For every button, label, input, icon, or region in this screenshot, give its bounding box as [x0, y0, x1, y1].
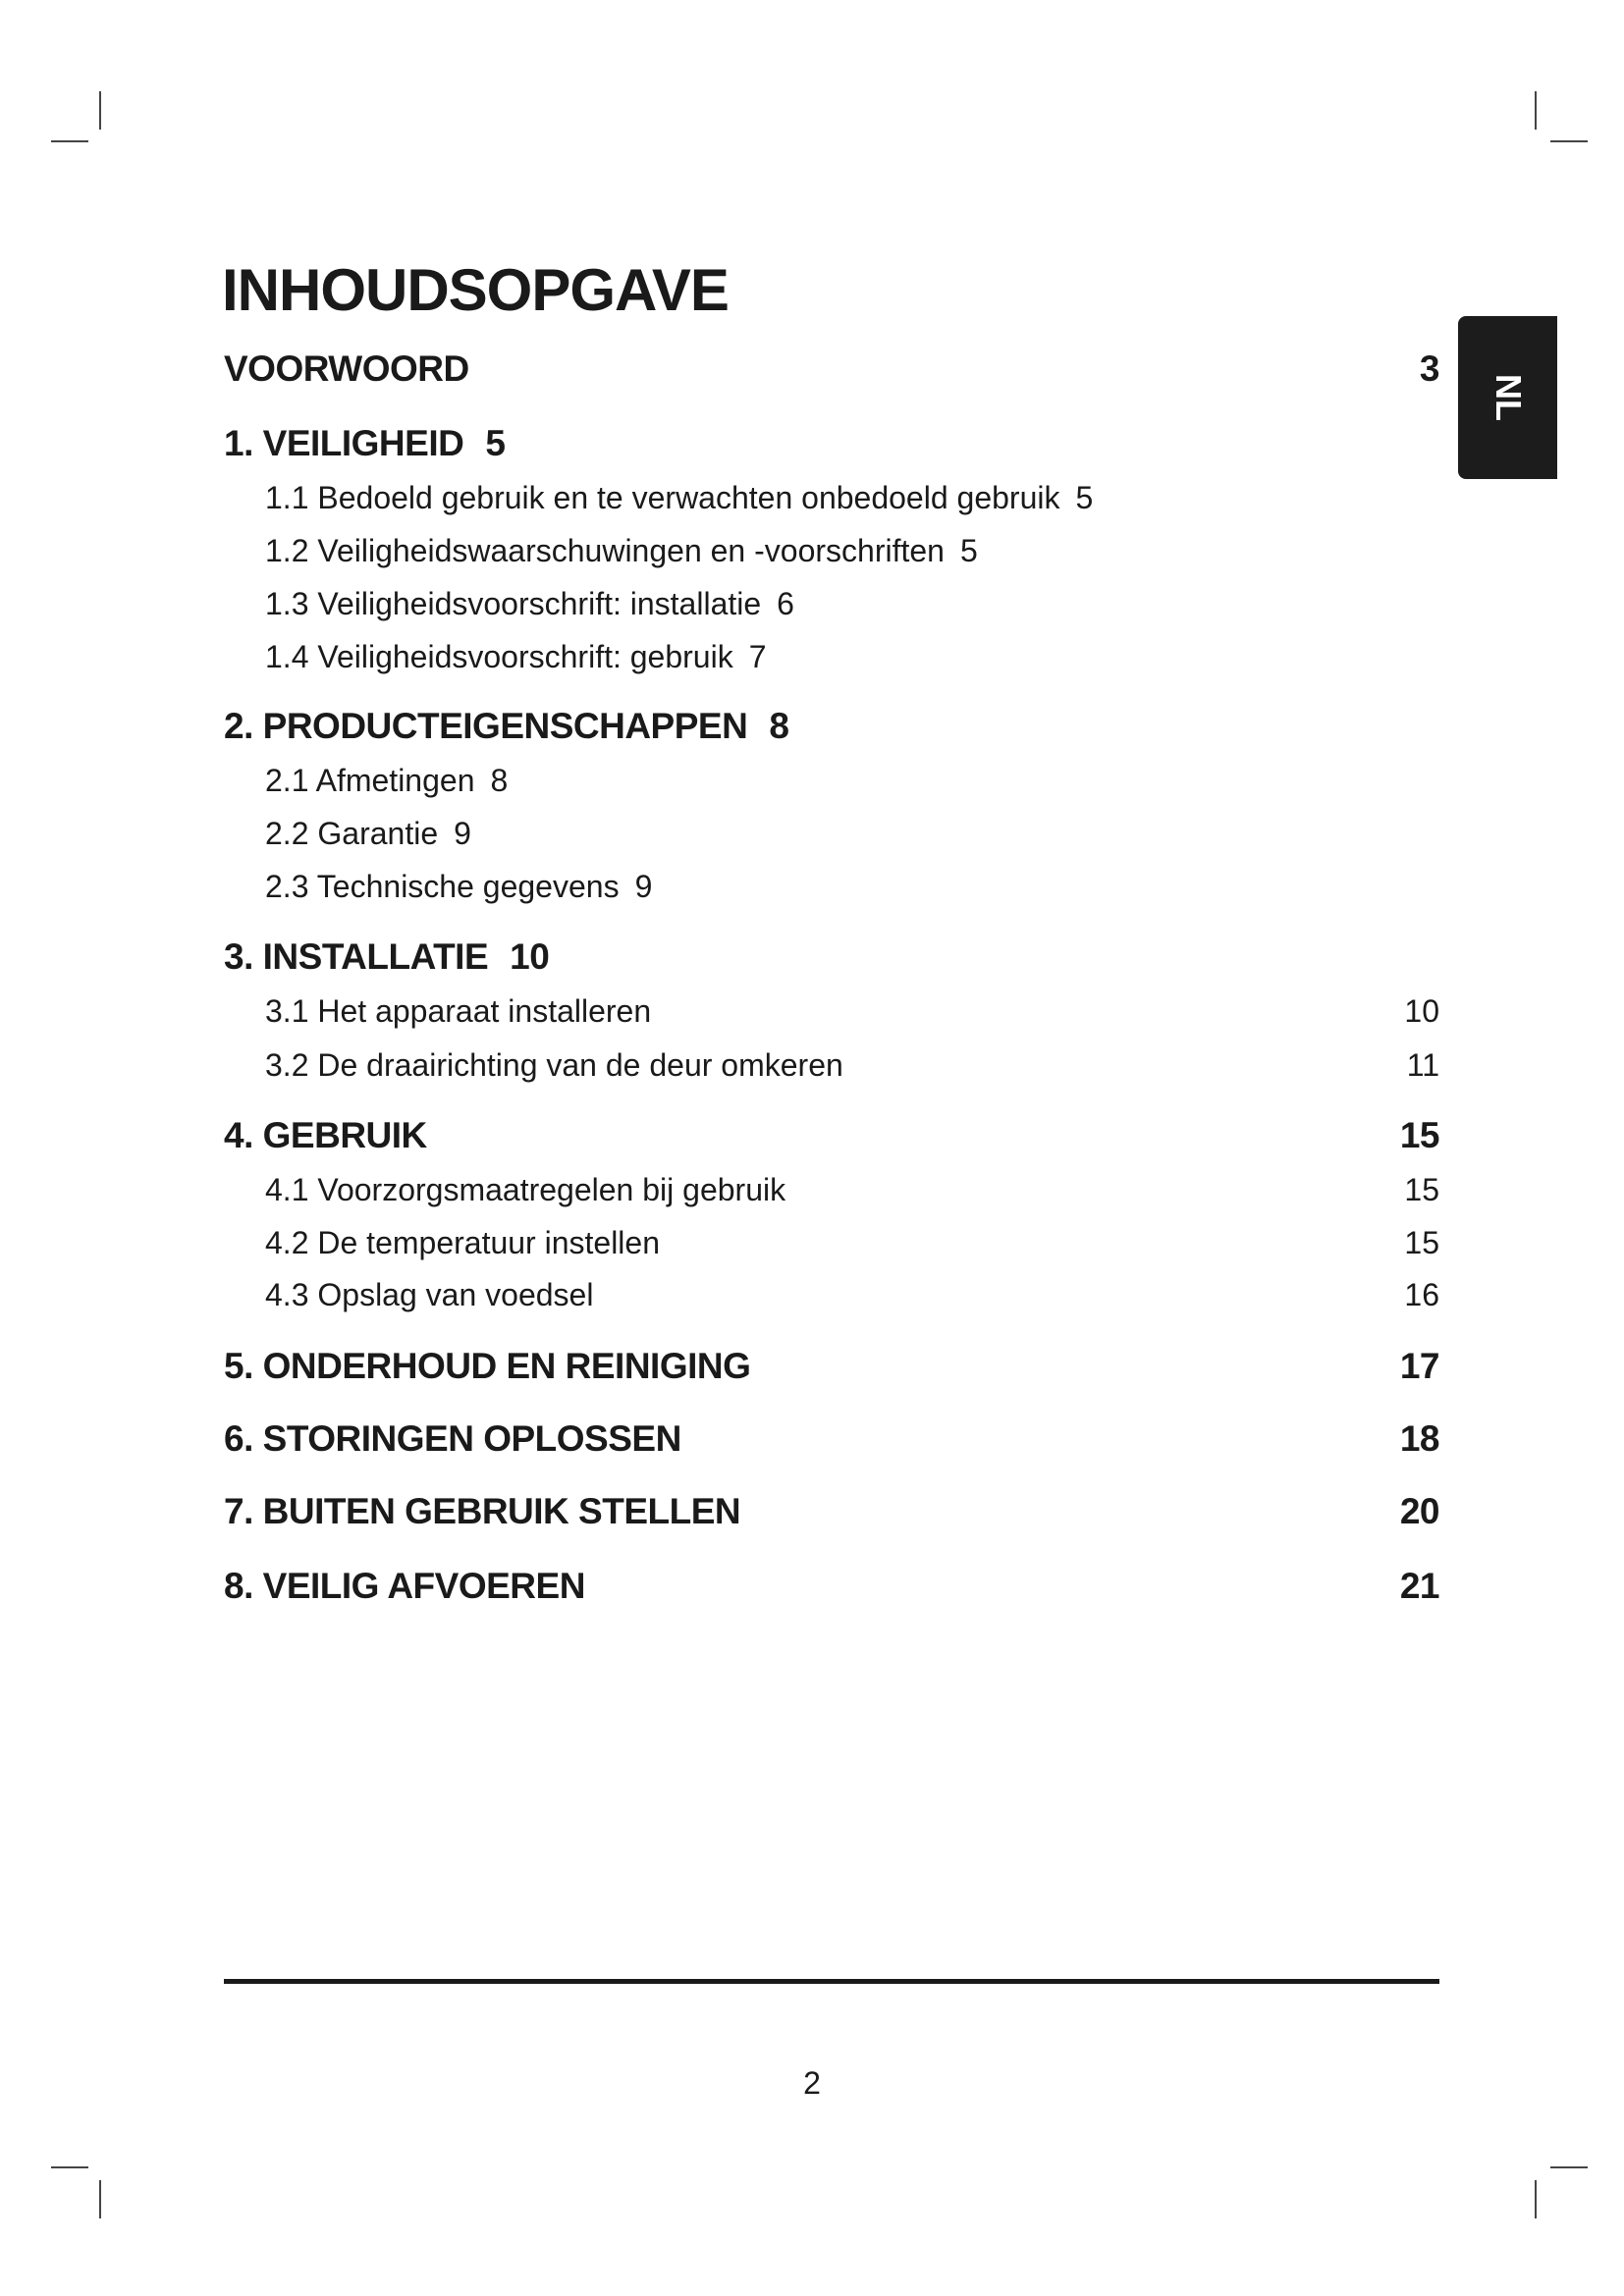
toc-entry-label: 1.1 Bedoeld gebruik en te verwachten onb… — [265, 480, 1060, 515]
toc-entry-page: 15 — [1404, 1225, 1439, 1260]
toc-entry-label: 3. INSTALLATIE — [224, 936, 489, 977]
page-number: 2 — [803, 2065, 821, 2101]
toc-entry-label: 3.2 De draairichting van de deur omkeren — [265, 1047, 843, 1083]
crop-mark — [99, 91, 101, 130]
toc-entry[interactable]: 4.3 Opslag van voedsel 16 — [265, 1270, 1439, 1319]
toc-entry-label: 2. PRODUCTEIGENSCHAPPEN — [224, 706, 748, 746]
toc-entry-page: 3 — [1419, 348, 1440, 389]
toc-entry-page: 16 — [1404, 1277, 1439, 1312]
crop-mark — [1550, 140, 1588, 142]
toc-entry-label: VOORWOORD — [224, 348, 469, 389]
toc-entry-label: 3.1 Het apparaat installeren — [265, 993, 652, 1029]
toc-entry-label: 8. VEILIG AFVOEREN — [224, 1566, 585, 1606]
crop-mark — [99, 2180, 101, 2218]
toc-entry[interactable]: 2.3 Technische gegevens 9 — [265, 862, 1439, 911]
toc-entry-label: 2.1 Afmetingen — [265, 763, 475, 798]
crop-mark — [51, 2166, 88, 2168]
crop-mark — [51, 140, 88, 142]
toc-entry-page: 21 — [1399, 1566, 1440, 1606]
toc-entry-page: 18 — [1399, 1418, 1440, 1459]
toc-entry[interactable]: 5. ONDERHOUD EN REINIGING 17 — [224, 1342, 1440, 1391]
toc-entry[interactable]: VOORWOORD 3 — [224, 345, 1440, 394]
toc-entry-page: 8 — [769, 706, 789, 746]
toc-entry-label: 4.3 Opslag van voedsel — [265, 1277, 594, 1312]
footer-rule — [224, 1979, 1439, 1984]
toc-entry[interactable]: 2.2 Garantie 9 — [265, 809, 1439, 858]
toc-entry-page: 10 — [1404, 993, 1439, 1029]
language-tab: NL — [1458, 316, 1557, 479]
toc-entry-page: 5 — [959, 533, 978, 568]
toc-entry-label: 5. ONDERHOUD EN REINIGING — [224, 1346, 751, 1386]
toc-entry-label: 6. STORINGEN OPLOSSEN — [224, 1418, 681, 1459]
toc-entry-label: 1. VEILIGHEID — [224, 423, 464, 463]
toc-entry-label: 1.3 Veiligheidsvoorschrift: installatie — [265, 586, 762, 621]
toc-entry-page: 20 — [1399, 1491, 1440, 1531]
crop-mark — [1535, 2180, 1537, 2218]
toc-entry[interactable]: 3. INSTALLATIE 10 — [224, 933, 1439, 982]
toc-entry[interactable]: 7. BUITEN GEBRUIK STELLEN 20 — [224, 1487, 1440, 1536]
toc-entry[interactable]: 3.2 De draairichting van de deur omkeren… — [265, 1041, 1439, 1090]
toc-entry-page: 11 — [1406, 1047, 1439, 1083]
toc-entry-page: 8 — [490, 763, 509, 798]
toc-entry-label: 7. BUITEN GEBRUIK STELLEN — [224, 1491, 741, 1531]
toc-entry-page: 15 — [1399, 1115, 1440, 1155]
toc-entry[interactable]: 2. PRODUCTEIGENSCHAPPEN 8 — [224, 702, 1439, 751]
toc-entry[interactable]: 4.1 Voorzorgsmaatregelen bij gebruik 15 — [265, 1165, 1439, 1214]
toc-entry[interactable]: 1.4 Veiligheidsvoorschrift: gebruik 7 — [265, 632, 1439, 681]
toc-entry-label: 2.2 Garantie — [265, 816, 439, 851]
language-tab-label: NL — [1488, 374, 1529, 421]
toc-entry-label: 4.1 Voorzorgsmaatregelen bij gebruik — [265, 1172, 786, 1207]
toc-entry-page: 9 — [634, 869, 653, 904]
toc-entry-label: 4. GEBRUIK — [224, 1115, 427, 1155]
toc-entry-page: 15 — [1404, 1172, 1439, 1207]
toc-entry-label: 1.2 Veiligheidswaarschuwingen en -voorsc… — [265, 533, 945, 568]
toc-entry-page: 17 — [1399, 1346, 1440, 1386]
toc-entry[interactable]: 1. VEILIGHEID 5 — [224, 419, 1439, 468]
toc-entry-label: 2.3 Technische gegevens — [265, 869, 620, 904]
toc-entry-page: 6 — [777, 586, 794, 621]
toc-entry-page: 9 — [454, 816, 471, 851]
toc-entry[interactable]: 6. STORINGEN OPLOSSEN 18 — [224, 1415, 1440, 1464]
toc-entry-page: 7 — [748, 639, 767, 674]
crop-mark — [1550, 2166, 1588, 2168]
toc-entry-page: 5 — [1075, 480, 1094, 515]
toc-entry[interactable]: 3.1 Het apparaat installeren 10 — [265, 987, 1439, 1036]
toc-entry[interactable]: 8. VEILIG AFVOEREN 21 — [224, 1562, 1440, 1611]
toc-entry[interactable]: 4. GEBRUIK 15 — [224, 1111, 1440, 1160]
toc-entry[interactable]: 1.2 Veiligheidswaarschuwingen en -voorsc… — [265, 526, 1439, 575]
crop-mark — [1535, 91, 1537, 130]
toc-entry-label: 1.4 Veiligheidsvoorschrift: gebruik — [265, 639, 733, 674]
page-title: INHOUDSOPGAVE — [222, 257, 730, 323]
toc-entry-page: 10 — [510, 936, 550, 977]
toc-entry-page: 5 — [485, 423, 506, 463]
toc-entry[interactable]: 4.2 De temperatuur instellen 15 — [265, 1218, 1439, 1267]
toc-entry-label: 4.2 De temperatuur instellen — [265, 1225, 660, 1260]
toc-entry[interactable]: 1.1 Bedoeld gebruik en te verwachten onb… — [265, 473, 1439, 522]
toc-entry[interactable]: 1.3 Veiligheidsvoorschrift: installatie 6 — [265, 579, 1439, 628]
toc-entry[interactable]: 2.1 Afmetingen 8 — [265, 756, 1439, 805]
